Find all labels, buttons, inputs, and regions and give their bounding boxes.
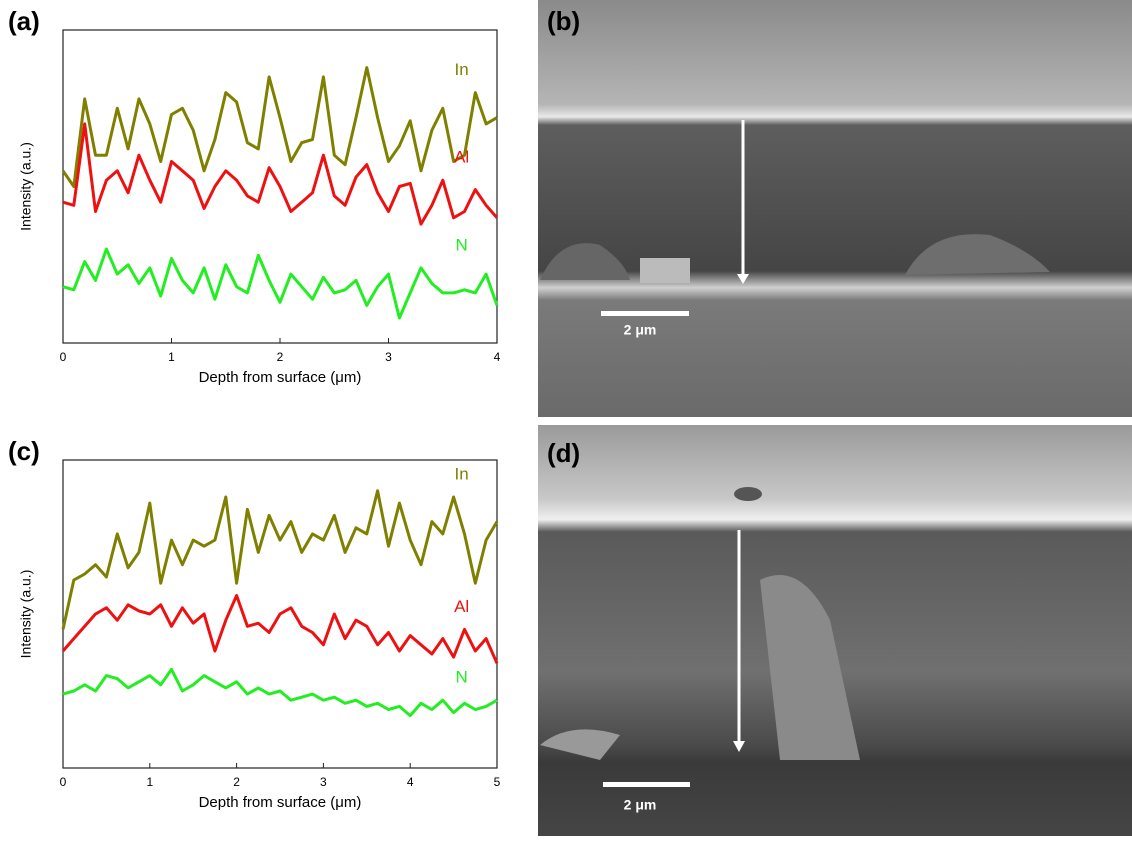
x-tick-label: 3 xyxy=(385,350,392,364)
series-label: N xyxy=(455,668,467,687)
series-line xyxy=(61,489,499,630)
scale-bar-label: 2 μm xyxy=(624,797,657,813)
plot-frame xyxy=(62,459,498,769)
series-line xyxy=(61,594,499,664)
sem-image-d: (d) 2 μm xyxy=(538,425,1132,836)
panel-label: (c) xyxy=(8,436,40,466)
x-tick-label: 1 xyxy=(168,350,175,364)
series-label: In xyxy=(455,464,469,483)
panel-label: (d) xyxy=(547,438,580,468)
series-label: Al xyxy=(454,148,469,167)
x-tick-label: 4 xyxy=(407,775,414,789)
x-tick-label: 5 xyxy=(494,775,501,789)
x-axis-label: Depth from surface (μm) xyxy=(199,794,362,811)
x-axis-label: Depth from surface (μm) xyxy=(199,369,362,386)
series-line xyxy=(62,247,499,320)
panel-label: (a) xyxy=(8,6,40,36)
sem-image-b: (b) 2 μm xyxy=(538,0,1132,417)
series-label: Al xyxy=(454,597,469,616)
x-tick-label: 2 xyxy=(277,350,284,364)
series-line xyxy=(62,122,499,226)
x-tick-label: 3 xyxy=(320,775,327,789)
series-line xyxy=(62,667,498,718)
series-label: In xyxy=(455,60,469,79)
x-tick-label: 4 xyxy=(494,350,501,364)
x-tick-label: 2 xyxy=(233,775,240,789)
y-axis-label: Intensity (a.u.) xyxy=(18,570,34,659)
series-line xyxy=(61,66,498,188)
x-tick-label: 0 xyxy=(60,350,67,364)
x-tick-label: 0 xyxy=(60,775,67,789)
x-tick-label: 1 xyxy=(146,775,153,789)
scale-bar-label: 2 μm xyxy=(624,322,657,338)
series-label: N xyxy=(455,235,467,254)
y-axis-label: Intensity (a.u.) xyxy=(18,142,34,231)
panel-label: (b) xyxy=(547,6,580,36)
